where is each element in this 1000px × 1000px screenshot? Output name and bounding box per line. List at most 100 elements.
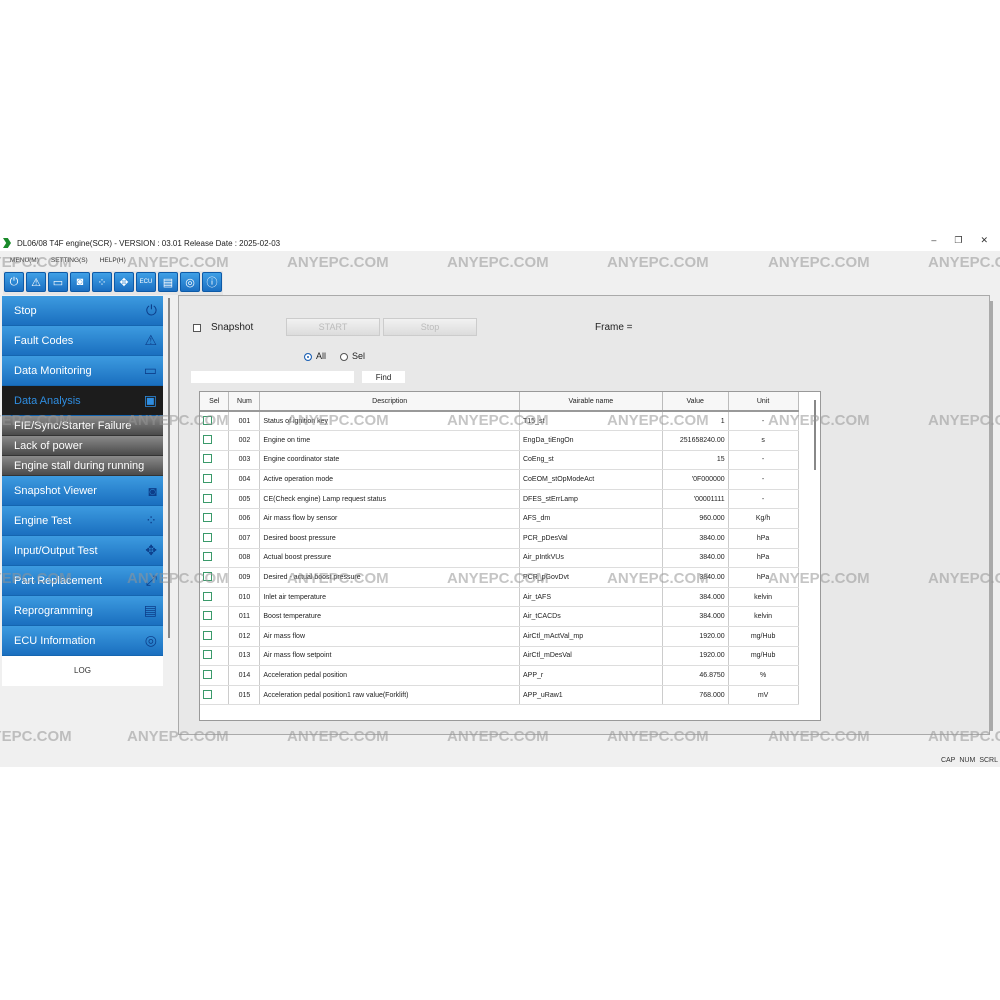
table-row[interactable]: 005 CE(Check engine) Lamp request status… [200,489,820,510]
camera-toolbar-button[interactable]: ◙ [70,272,90,292]
row-description: Actual boost pressure [259,548,520,569]
close-button[interactable]: ✕ [980,235,988,245]
data-table: Sel Num Description Vairable name Value … [199,391,821,721]
toolbar: ⏻ ⚠ ▭ ◙ ⁘ ✥ ECU ▤ ◎ ⓘ [3,271,223,295]
row-variable-name: AirCtl_mDesVal [519,646,663,667]
ecu-icon: ECU [139,279,153,285]
row-select-checkbox[interactable] [203,474,212,484]
table-row[interactable]: 012 Air mass flow AirCtl_mActVal_mp 1920… [200,626,820,647]
row-select-checkbox[interactable] [203,493,212,503]
row-select-checkbox[interactable] [203,434,212,444]
io-toolbar-button[interactable]: ✥ [114,272,134,292]
ecu-info-toolbar-button[interactable]: ◎ [180,272,200,292]
sidebar-subitem[interactable]: Engine stall during running [2,456,163,476]
sidebar-item-stop[interactable]: Stop ⏻ [2,296,163,326]
table-row[interactable]: 009 Desired - actual boost pressure PCR_… [200,567,820,588]
row-description: Acceleration pedal position [259,665,520,686]
row-variable-name: Air_pIntkVUs [519,548,663,569]
num-indicator: NUM [959,757,976,764]
sidebar-subitem[interactable]: FIE/Sync/Starter Failure [2,416,163,436]
row-select-checkbox[interactable] [203,630,212,640]
header-variable-name[interactable]: Vairable name [519,392,663,412]
menu-bar: MENU(M) SETTING(S) HELP(H) [0,252,126,268]
table-row[interactable]: 011 Boost temperature Air_tCACDs 384.000… [200,606,820,628]
table-row[interactable]: 008 Actual boost pressure Air_pIntkVUs 3… [200,548,820,569]
row-unit: hPa [728,548,799,569]
panel-scrollbar[interactable] [990,301,993,731]
row-select-checkbox[interactable] [203,513,212,523]
ecu-info-icon: ◎ [185,276,195,289]
table-row[interactable]: 001 Status of ignition key T15_st 1 - [200,411,820,432]
row-select-checkbox[interactable] [203,650,212,660]
sidebar-scrollbar[interactable] [168,298,170,638]
sidebar-item-part-replacement[interactable]: Part Replacement ⤢ [2,566,163,596]
find-input[interactable] [191,371,354,383]
header-unit[interactable]: Unit [728,392,799,412]
row-value: 3840.00 [662,567,729,588]
table-row[interactable]: 010 Inlet air temperature Air_tAFS 384.0… [200,587,820,608]
sidebar-item-snapshot-viewer[interactable]: Snapshot Viewer ◙ [2,476,163,506]
table-row[interactable]: 002 Engine on time EngDa_tiEngOn 2516582… [200,430,820,451]
menu-menu[interactable]: MENU(M) [10,256,39,264]
sidebar-item-engine-test[interactable]: Engine Test ⁘ [2,506,163,536]
table-scrollbar[interactable] [814,400,816,470]
monitor-toolbar-button[interactable]: ▭ [48,272,68,292]
header-num[interactable]: Num [228,392,261,412]
row-num: 005 [228,489,261,510]
row-select-checkbox[interactable] [203,454,212,464]
row-select-checkbox[interactable] [203,689,212,699]
find-button[interactable]: Find [362,371,405,383]
power-toolbar-button[interactable]: ⏻ [4,272,24,292]
table-row[interactable]: 014 Acceleration pedal position APP_r 46… [200,665,820,686]
warning-toolbar-button[interactable]: ⚠ [26,272,46,292]
sidebar-item-label: Part Replacement [14,574,103,587]
radio-sel[interactable]: Sel [340,351,365,361]
row-select-checkbox[interactable] [203,415,212,425]
table-row[interactable]: 003 Engine coordinator state CoEng_st 15… [200,450,820,471]
log-button[interactable]: LOG [2,656,163,684]
row-num: 015 [228,685,261,706]
data-analysis-panel: Snapshot START Stop Frame = All Sel Find… [178,295,993,735]
reprogram-toolbar-button[interactable]: ▤ [158,272,178,292]
menu-help[interactable]: HELP(H) [99,256,126,264]
header-sel[interactable]: Sel [200,392,230,412]
sidebar-item-ecu-information[interactable]: ECU Information ◎ [2,626,163,656]
row-variable-name: Air_tAFS [519,587,663,608]
minimize-button[interactable]: – [931,235,937,245]
table-row[interactable]: 006 Air mass flow by sensor AFS_dm 960.0… [200,508,820,530]
radio-all[interactable]: All [304,351,326,361]
row-value: '0F000000 [662,469,729,490]
info-toolbar-button[interactable]: ⓘ [202,272,222,292]
restore-button[interactable]: ❐ [954,235,963,245]
row-value: 251658240.00 [662,430,729,451]
sidebar-item-fault-codes[interactable]: Fault Codes ⚠ [2,326,163,356]
row-select-checkbox[interactable] [203,611,212,621]
stop-button[interactable]: Stop [383,318,477,336]
sidebar-subitem[interactable]: Lack of power [2,436,163,456]
row-num: 002 [228,430,261,451]
sidebar-item-data-monitoring[interactable]: Data Monitoring ▭ [2,356,163,386]
header-value[interactable]: Value [662,392,729,412]
menu-setting[interactable]: SETTING(S) [50,256,88,264]
start-button[interactable]: START [286,318,380,336]
table-row[interactable]: 015 Acceleration pedal position1 raw val… [200,685,820,706]
row-variable-name: T15_st [519,411,663,432]
row-select-checkbox[interactable] [203,532,212,542]
table-row[interactable]: 007 Desired boost pressure PCR_pDesVal 3… [200,528,820,549]
row-select-checkbox[interactable] [203,572,212,582]
snapshot-checkbox[interactable] [193,323,201,332]
row-select-checkbox[interactable] [203,591,212,601]
table-row[interactable]: 013 Air mass flow setpoint AirCtl_mDesVa… [200,646,820,667]
row-description: Engine on time [259,430,520,451]
row-value: 3840.00 [662,528,729,549]
table-row[interactable]: 004 Active operation mode CoEOM_stOpMode… [200,469,820,490]
row-select-checkbox[interactable] [203,552,212,562]
row-select-checkbox[interactable] [203,670,212,680]
header-description[interactable]: Description [259,392,520,412]
sidebar-item-data-analysis[interactable]: Data Analysis ▣ [2,386,163,416]
ecu-toolbar-button[interactable]: ECU [136,272,156,292]
engine-test-toolbar-button[interactable]: ⁘ [92,272,112,292]
sidebar-item-reprogramming[interactable]: Reprogramming ▤ [2,596,163,626]
scroll-indicator: SCRL [979,757,998,764]
sidebar-item-input-output-test[interactable]: Input/Output Test ✥ [2,536,163,566]
